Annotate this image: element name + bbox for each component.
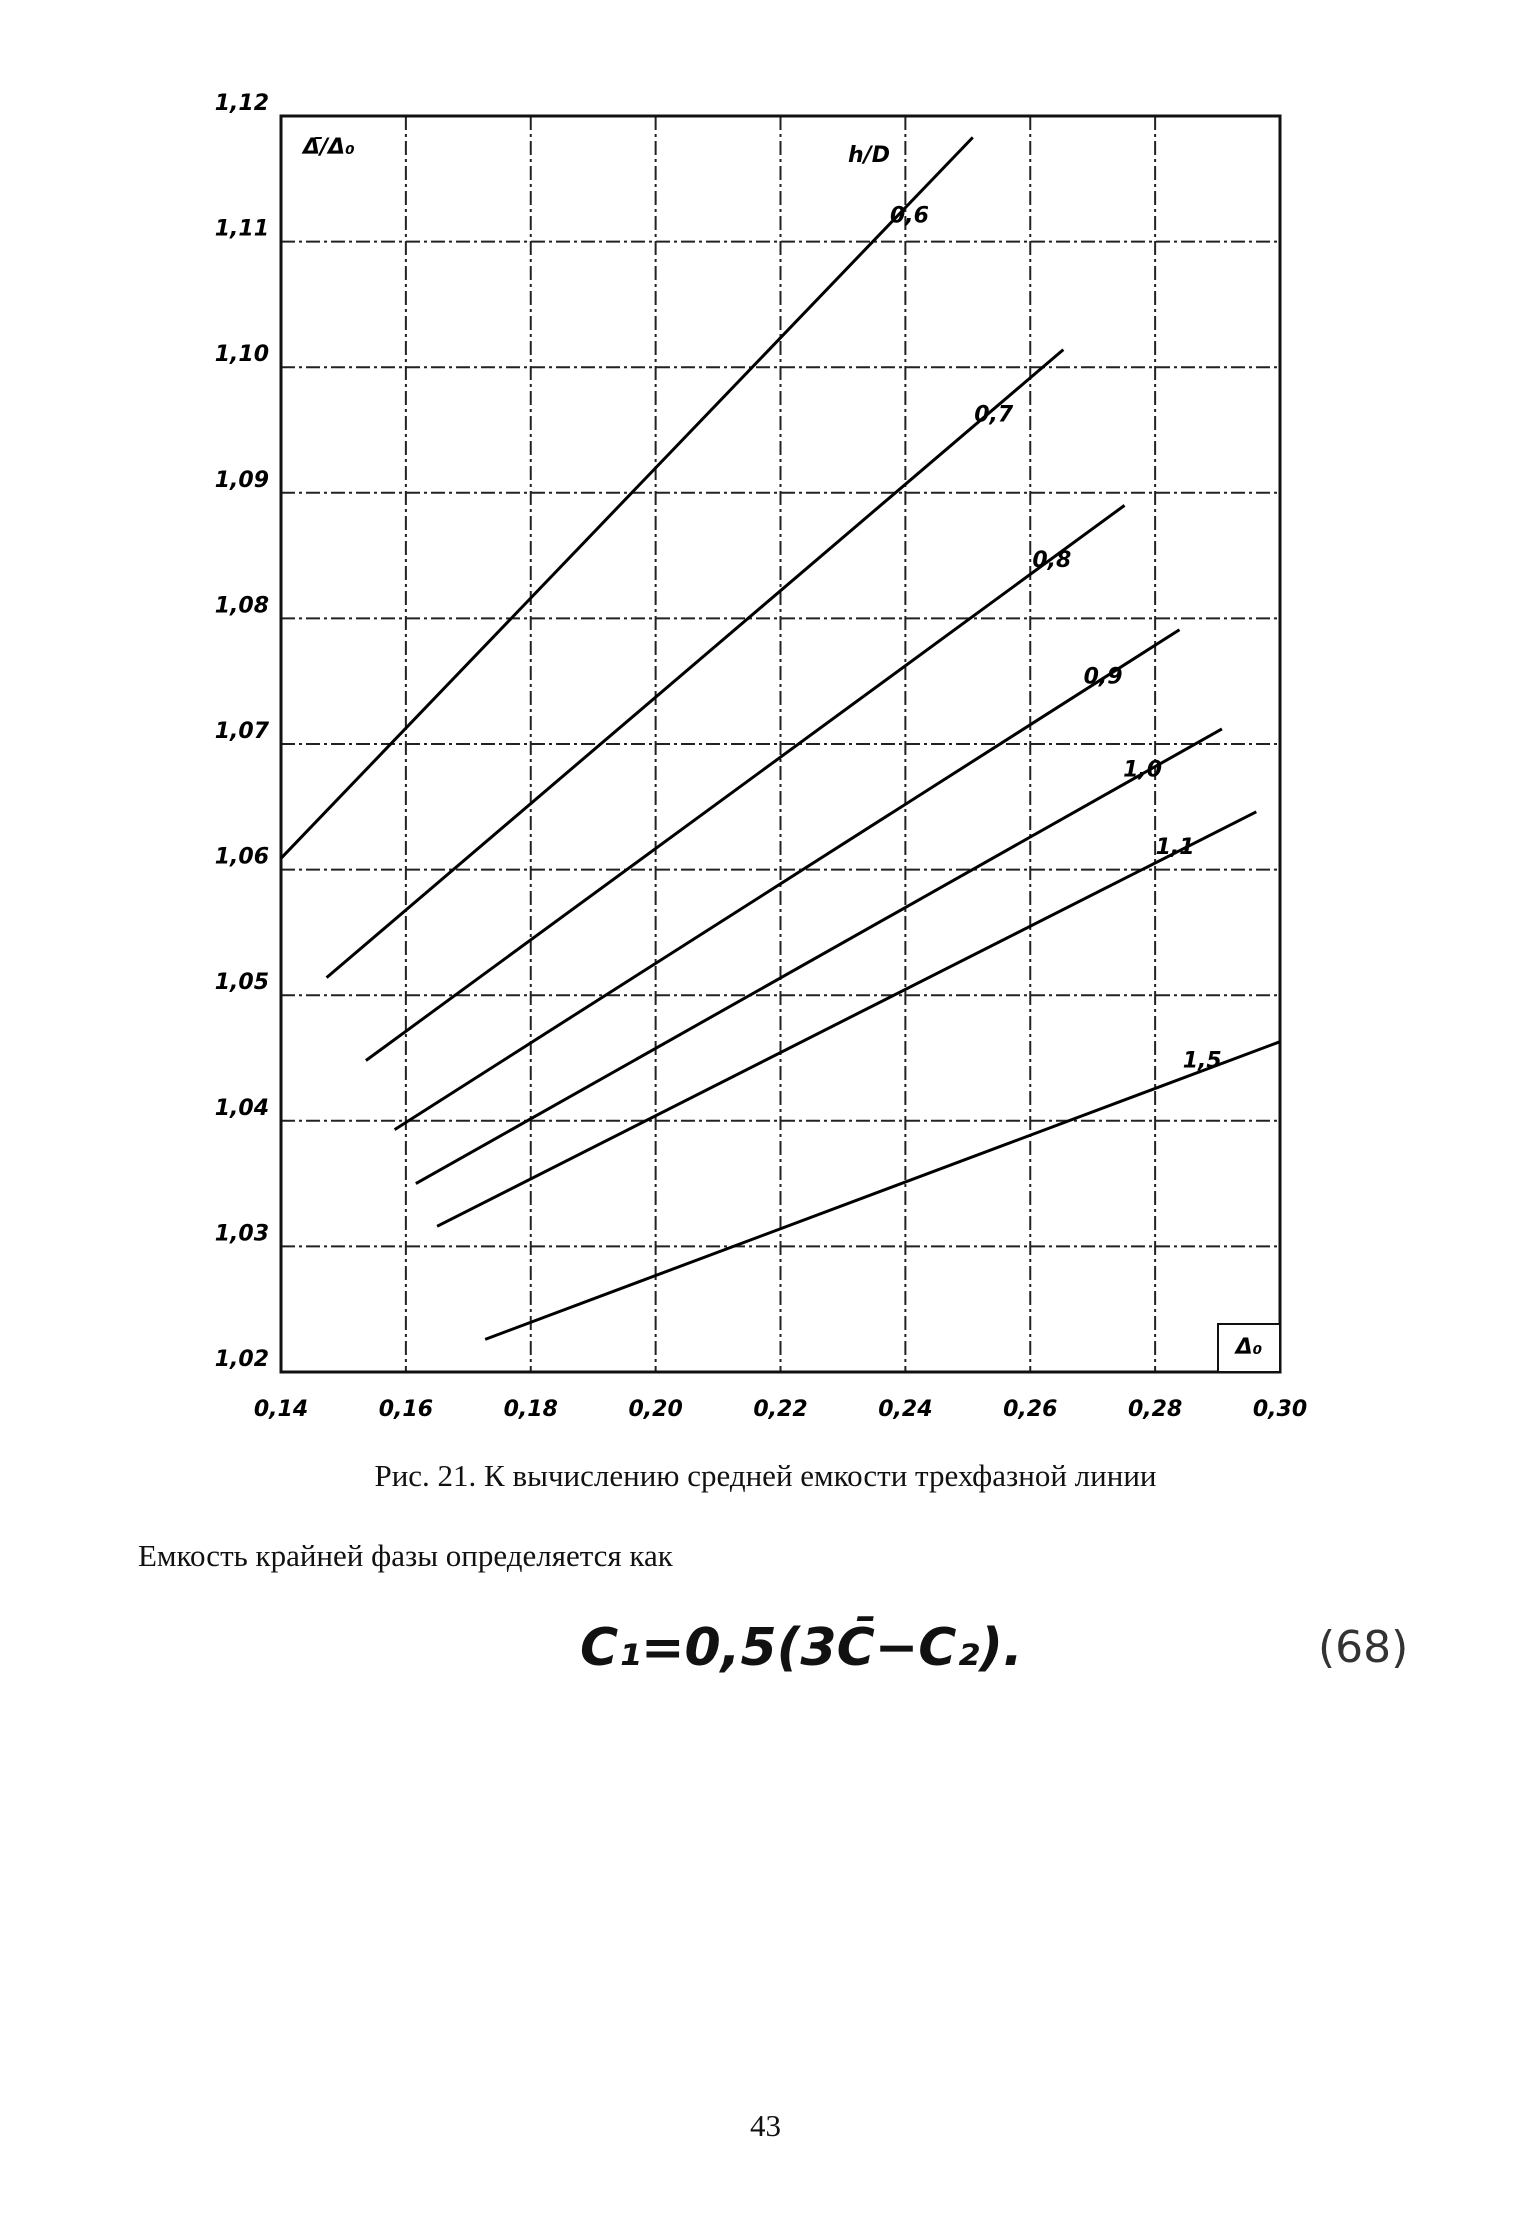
- series-line: [415, 727, 1223, 1185]
- y-tick-label: 1,07: [215, 719, 270, 744]
- formula: C₁=0,5(3C̄−C₂).: [580, 1618, 1023, 1678]
- series-line: [393, 628, 1181, 1131]
- series-label: 0,7: [974, 403, 1014, 428]
- x-axis-title-box: [1217, 1323, 1281, 1373]
- y-tick-label: 1,03: [215, 1221, 269, 1246]
- x-tick-label: 0,18: [504, 1397, 558, 1420]
- page-number: 43: [750, 2108, 781, 2143]
- y-tick-label: 1,11: [215, 217, 269, 242]
- series-label: 0,6: [890, 203, 929, 228]
- x-tick-label: 0,22: [753, 1397, 807, 1420]
- y-tick-label: 1,04: [215, 1096, 269, 1121]
- equation-number: (68): [1318, 1622, 1409, 1673]
- x-axis-title: Δ₀: [1234, 1335, 1263, 1360]
- series-label: 1,1: [1156, 835, 1195, 860]
- x-tick-label: 0,24: [878, 1397, 932, 1420]
- paragraph: Емкость крайней фазы определяется как: [138, 1538, 673, 1573]
- x-tick-label: 0,30: [1253, 1397, 1307, 1420]
- y-tick-label: 1,12: [215, 91, 269, 116]
- series-label: 1,0: [1123, 758, 1162, 783]
- y-tick-label: 1,09: [215, 468, 269, 493]
- y-tick-label: 1,02: [215, 1347, 269, 1372]
- plot-frame: [279, 114, 1282, 1374]
- legend-title: h/D: [848, 143, 890, 168]
- y-tick-label: 1,08: [215, 593, 269, 618]
- series-line: [279, 136, 974, 860]
- series-label: 0,9: [1084, 665, 1123, 690]
- x-tick-label: 0,14: [254, 1397, 308, 1420]
- x-tick-label: 0,20: [628, 1397, 682, 1420]
- series-line: [365, 504, 1126, 1062]
- y-axis-title: Δ̄/Δ₀: [301, 135, 355, 160]
- figure-caption: Рис. 21. К вычислению средней емкости тр…: [374, 1458, 1157, 1493]
- x-tick-label: 0,28: [1128, 1397, 1182, 1420]
- y-tick-label: 1,06: [215, 845, 269, 870]
- chart: 1,021,031,041,051,061,071,081,091,101,11…: [215, 91, 1307, 1420]
- x-tick-label: 0,26: [1003, 1397, 1057, 1420]
- y-tick-label: 1,10: [215, 342, 269, 367]
- y-tick-label: 1,05: [215, 970, 269, 995]
- x-tick-label: 0,16: [379, 1397, 433, 1420]
- series-line: [436, 810, 1257, 1228]
- series-label: 0,8: [1032, 548, 1071, 573]
- series-label: 1,5: [1183, 1048, 1222, 1073]
- series-line: [484, 1040, 1281, 1341]
- series-line: [325, 348, 1065, 979]
